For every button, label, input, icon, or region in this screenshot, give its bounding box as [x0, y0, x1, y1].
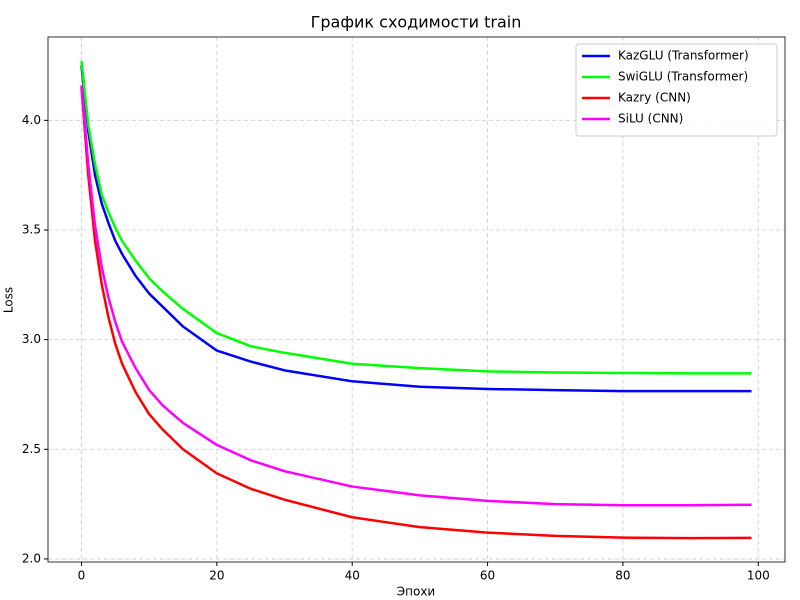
plot-frame: [47, 36, 786, 563]
x-tick-label: 80: [615, 569, 630, 583]
series-line: [80, 87, 752, 540]
legend-label: Kazry (CNN): [618, 91, 691, 105]
y-axis-label: Loss: [2, 287, 16, 313]
x-tick-label: 60: [480, 569, 495, 583]
x-tick-label: 100: [747, 569, 770, 583]
legend-label: SwiGLU (Transformer): [618, 70, 748, 84]
chart-title: График сходимости train: [311, 13, 522, 32]
legend-label: KazGLU (Transformer): [618, 49, 749, 63]
y-tick-label: 3.0: [22, 332, 41, 346]
y-tick-label: 2.0: [22, 551, 41, 565]
legend-box: [575, 43, 778, 137]
series-line: [80, 65, 752, 393]
y-tick-label: 3.5: [22, 222, 41, 236]
x-tick-label: 40: [345, 569, 360, 583]
x-tick-label: 0: [78, 569, 86, 583]
y-tick-label: 2.5: [22, 442, 41, 456]
y-tick-label: 4.0: [22, 113, 41, 127]
legend-label: SiLU (CNN): [618, 112, 683, 126]
x-axis-label: Эпохи: [397, 585, 435, 599]
x-tick-label: 20: [209, 569, 224, 583]
series-line: [80, 60, 752, 375]
series-line: [80, 85, 752, 507]
